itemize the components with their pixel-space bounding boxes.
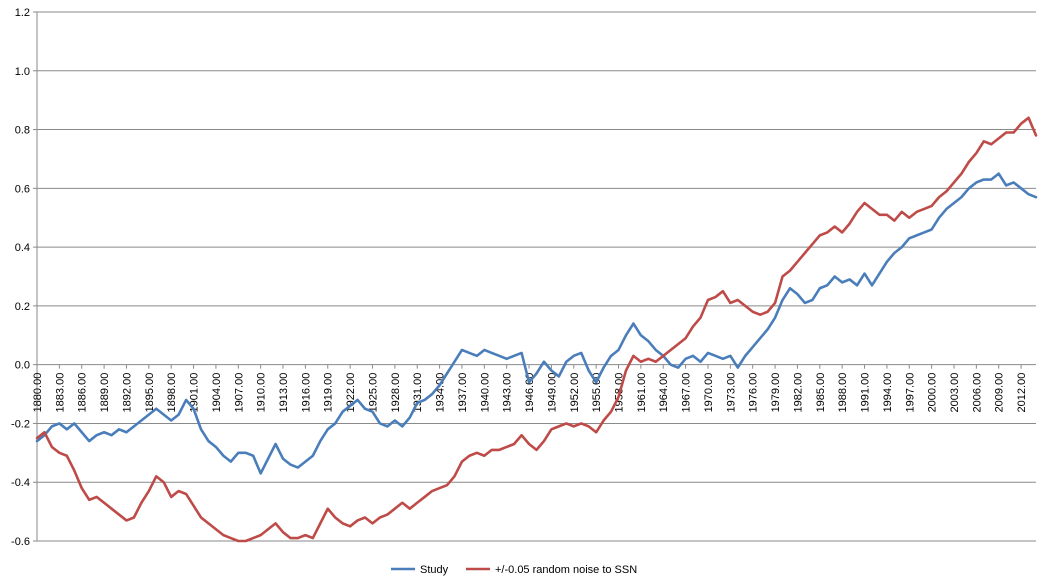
- y-tick-label: 1.2: [15, 7, 30, 19]
- x-tick-label: 1913.00: [278, 373, 290, 413]
- x-tick-label: 1898.00: [166, 373, 178, 413]
- x-tick-label: 1934.00: [435, 373, 447, 413]
- x-tick-label: 1886.00: [77, 373, 89, 413]
- x-tick-label: 1904.00: [211, 373, 223, 413]
- x-tick-label: 2009.00: [994, 373, 1006, 413]
- x-tick-label: 2012.00: [1016, 373, 1028, 413]
- x-tick-label: 1982.00: [792, 373, 804, 413]
- y-tick-label: -0.2: [11, 418, 30, 430]
- y-tick-labels: 1.2 1.0 0.8 0.6 0.4 0.2 0.0 -0.2 -0.4 -0.6: [11, 7, 30, 548]
- x-tick-label: 1940.00: [479, 373, 491, 413]
- x-tick-label: 1901.00: [189, 373, 201, 413]
- x-tick-label: 1976.00: [748, 373, 760, 413]
- y-tick-label: 0.2: [15, 301, 30, 313]
- x-tick-label: 1919.00: [323, 373, 335, 413]
- legend-label: +/-0.05 random noise to SSN: [495, 564, 637, 576]
- series-lines: [35, 116, 1038, 543]
- x-tick-label: 2003.00: [949, 373, 961, 413]
- legend: Study +/-0.05 random noise to SSN: [391, 564, 637, 576]
- x-tick-label: 1892.00: [121, 373, 133, 413]
- x-tick-label: 1925.00: [367, 373, 379, 413]
- x-tick-label: 1916.00: [300, 373, 312, 413]
- x-tick-label: 1973.00: [725, 373, 737, 413]
- y-tick-label: -0.4: [11, 477, 30, 489]
- legend-label: Study: [420, 564, 449, 576]
- y-tick-label: -0.6: [11, 536, 30, 548]
- x-tick-label: 1967.00: [681, 373, 693, 413]
- x-tick-label: 2006.00: [971, 373, 983, 413]
- y-tick-label: 0.0: [15, 360, 30, 372]
- x-tick-label: 1970.00: [703, 373, 715, 413]
- x-tick-label: 1949.00: [546, 373, 558, 413]
- x-tick-labels: 1880.00 1883.00 1886.00 1889.00 1892.00 1895.…: [32, 373, 1028, 413]
- x-tick-label: 1952.00: [569, 373, 581, 413]
- y-tick-label: 0.6: [15, 183, 30, 195]
- x-tick-label: 1943.00: [502, 373, 514, 413]
- x-tick-label: 1883.00: [54, 373, 66, 413]
- x-tick-label: 1979.00: [770, 373, 782, 413]
- x-tick-label: 1889.00: [99, 373, 111, 413]
- x-tick-label: 1955.00: [591, 373, 603, 413]
- x-tick-label: 1895.00: [144, 373, 156, 413]
- x-tick-label: 1907.00: [233, 373, 245, 413]
- gridlines: [37, 11, 1036, 542]
- x-tick-label: 1964.00: [658, 373, 670, 413]
- series-line-study: [35, 172, 1038, 475]
- x-tick-label: 1985.00: [815, 373, 827, 413]
- y-tick-label: 1.0: [15, 66, 30, 78]
- x-tick-label: 1946.00: [524, 373, 536, 413]
- x-tick-label: 1928.00: [390, 373, 402, 413]
- x-tick-label: 1991.00: [860, 373, 872, 413]
- x-tick-label: 1910.00: [256, 373, 268, 413]
- y-tick-label: 0.4: [15, 242, 30, 254]
- series-line-random-noise: [35, 116, 1038, 543]
- x-tick-label: 1988.00: [837, 373, 849, 413]
- x-tick-label: 1937.00: [457, 373, 469, 413]
- y-tick-label: 0.8: [15, 125, 30, 137]
- x-tick-label: 1961.00: [636, 373, 648, 413]
- x-tick-label: 1997.00: [904, 373, 916, 413]
- axes: [33, 11, 1036, 542]
- x-tick-label: 1994.00: [882, 373, 894, 413]
- x-tick-label: 1880.00: [32, 373, 44, 413]
- x-tick-label: 2000.00: [927, 373, 939, 413]
